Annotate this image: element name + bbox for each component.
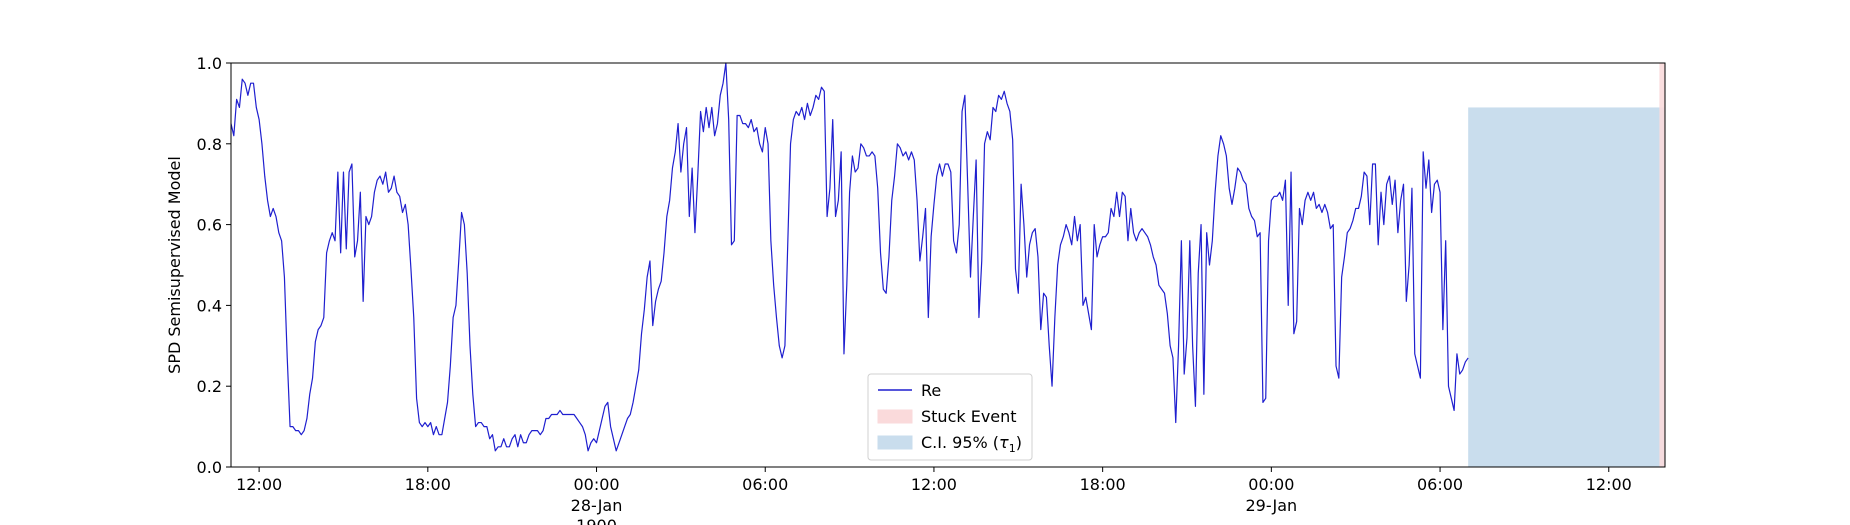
legend: Re Stuck Event C.I. 95% (τ1)	[867, 373, 1033, 461]
y-tick-label: 0.4	[197, 296, 222, 315]
legend-entry-label: Stuck Event	[921, 407, 1017, 426]
legend-entry-label: C.I. 95% (τ1)	[921, 433, 1022, 455]
stuck-event-band	[1659, 63, 1665, 467]
ci-band	[1468, 107, 1665, 467]
x-tick-label: 12:00	[236, 475, 282, 494]
y-tick-label: 0.0	[197, 458, 222, 477]
series-line-re	[230, 62, 1469, 452]
y-tick-label: 1.0	[197, 54, 222, 73]
x-tick-year-label: 1900	[576, 516, 617, 525]
y-tick-label: 0.8	[197, 135, 222, 154]
y-tick-label: 0.6	[197, 216, 222, 235]
legend-swatch-patch	[877, 409, 913, 424]
plot-frame	[230, 62, 1666, 468]
axes-layer: 0.00.20.40.60.81.012:0018:0000:0028-Jan1…	[197, 54, 1666, 525]
bands-layer	[1468, 63, 1665, 467]
x-tick-label: 06:00	[1417, 475, 1463, 494]
legend-swatch-patch	[877, 435, 913, 450]
y-tick-label: 0.2	[197, 377, 222, 396]
x-tick-label: 12:00	[1586, 475, 1632, 494]
x-tick-label: 00:00	[1248, 475, 1294, 494]
x-tick-label: 18:00	[1080, 475, 1126, 494]
x-tick-label: 00:00	[573, 475, 619, 494]
x-tick-date-label: 29-Jan	[1246, 496, 1298, 515]
x-tick-label: 06:00	[742, 475, 788, 494]
series-layer	[230, 62, 1469, 452]
x-tick-date-label: 28-Jan	[571, 496, 623, 515]
y-axis-label: SPD Semisupervised Model	[165, 156, 184, 374]
legend-entry-label: Re	[921, 381, 941, 400]
x-tick-label: 18:00	[405, 475, 451, 494]
x-tick-label: 12:00	[911, 475, 957, 494]
